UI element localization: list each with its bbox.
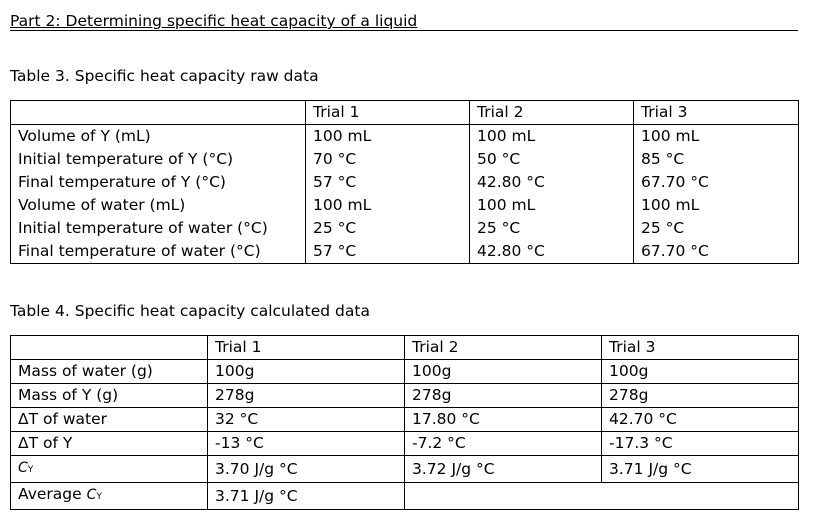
table-row: Initial temperature of Y (°C) 70 °C 50 °… — [10, 148, 799, 171]
table4-header-cell: Trial 2 — [404, 335, 602, 360]
table3-header-cell: Trial 3 — [633, 100, 799, 125]
cell: 100 mL — [469, 194, 634, 217]
table-row: Mass of water (g) 100g 100g 100g — [10, 359, 799, 384]
cell: 278g — [601, 383, 799, 408]
table-row-average: Average CY 3.71 J/g °C — [10, 482, 799, 510]
row-label: Final temperature of Y (°C) — [10, 171, 306, 194]
cell: 25 °C — [633, 217, 799, 240]
table-row: Final temperature of Y (°C) 57 °C 42.80 … — [10, 171, 799, 194]
row-label-average: Average CY — [10, 482, 208, 510]
table-row: Initial temperature of water (°C) 25 °C … — [10, 217, 799, 240]
cell: 25 °C — [469, 217, 634, 240]
cell: 67.70 °C — [633, 171, 799, 194]
cell: 100g — [207, 359, 405, 384]
cell: 32 °C — [207, 407, 405, 432]
row-label: Volume of water (mL) — [10, 194, 306, 217]
part-title-text: Part 2: Determining specific heat capaci… — [10, 12, 418, 30]
cell: 25 °C — [305, 217, 470, 240]
cell: 70 °C — [305, 148, 470, 171]
cell: -13 °C — [207, 431, 405, 456]
table4: Trial 1 Trial 2 Trial 3 Mass of water (g… — [10, 335, 799, 510]
table-row: Volume of water (mL) 100 mL 100 mL 100 m… — [10, 194, 799, 217]
cell: 42.70 °C — [601, 407, 799, 432]
row-label: Mass of water (g) — [10, 359, 208, 384]
cell: 278g — [404, 383, 602, 408]
table3: Trial 1 Trial 2 Trial 3 Volume of Y (mL)… — [10, 100, 799, 264]
cell: 57 °C — [305, 171, 470, 194]
table3-header-cell — [10, 100, 306, 125]
cell: -7.2 °C — [404, 431, 602, 456]
average-value: 3.71 J/g °C — [207, 482, 405, 510]
table-row: Final temperature of water (°C) 57 °C 42… — [10, 240, 799, 264]
cell: 3.70 J/g °C — [207, 455, 405, 483]
table3-header-row: Trial 1 Trial 2 Trial 3 — [10, 100, 799, 125]
cell: 3.71 J/g °C — [601, 455, 799, 483]
part-title: Part 2: Determining specific heat capaci… — [10, 11, 798, 31]
table4-header-cell: Trial 1 — [207, 335, 405, 360]
cy-symbol: C — [18, 460, 28, 476]
average-label: Average — [18, 485, 87, 503]
row-label: Final temperature of water (°C) — [10, 240, 306, 264]
cell: 278g — [207, 383, 405, 408]
cy-subscript: Y — [27, 465, 34, 475]
cell: 100 mL — [305, 194, 470, 217]
table3-caption: Table 3. Specific heat capacity raw data — [10, 67, 319, 85]
row-label: Initial temperature of water (°C) — [10, 217, 306, 240]
row-label: Volume of Y (mL) — [10, 124, 306, 148]
row-label-cy: CY — [10, 455, 208, 483]
table-row: Volume of Y (mL) 100 mL 100 mL 100 mL — [10, 124, 799, 148]
cell: 3.72 J/g °C — [404, 455, 602, 483]
cell: 17.80 °C — [404, 407, 602, 432]
table4-caption: Table 4. Specific heat capacity calculat… — [10, 302, 370, 320]
cell: 50 °C — [469, 148, 634, 171]
cell: 42.80 °C — [469, 171, 634, 194]
table-row: CY 3.70 J/g °C 3.72 J/g °C 3.71 J/g °C — [10, 455, 799, 483]
row-label: ΔT of Y — [10, 431, 208, 456]
average-symbol: C — [86, 487, 97, 503]
cell: 57 °C — [305, 240, 470, 264]
row-label: Mass of Y (g) — [10, 383, 208, 408]
cell: 42.80 °C — [469, 240, 634, 264]
row-label: ΔT of water — [10, 407, 208, 432]
cell: 85 °C — [633, 148, 799, 171]
cell: 100g — [404, 359, 602, 384]
cell: -17.3 °C — [601, 431, 799, 456]
table4-header-cell: Trial 3 — [601, 335, 799, 360]
cell: 100g — [601, 359, 799, 384]
cell: 67.70 °C — [633, 240, 799, 264]
cell: 100 mL — [469, 124, 634, 148]
cell: 100 mL — [305, 124, 470, 148]
empty-cell — [404, 482, 799, 510]
average-subscript: Y — [96, 492, 102, 502]
table4-header-cell — [10, 335, 208, 360]
row-label: Initial temperature of Y (°C) — [10, 148, 306, 171]
table-row: ΔT of water 32 °C 17.80 °C 42.70 °C — [10, 407, 799, 432]
table4-header-row: Trial 1 Trial 2 Trial 3 — [10, 335, 799, 360]
cell: 100 mL — [633, 124, 799, 148]
cell: 100 mL — [633, 194, 799, 217]
table3-header-cell: Trial 1 — [305, 100, 470, 125]
table3-header-cell: Trial 2 — [469, 100, 634, 125]
table-row: Mass of Y (g) 278g 278g 278g — [10, 383, 799, 408]
table-row: ΔT of Y -13 °C -7.2 °C -17.3 °C — [10, 431, 799, 456]
